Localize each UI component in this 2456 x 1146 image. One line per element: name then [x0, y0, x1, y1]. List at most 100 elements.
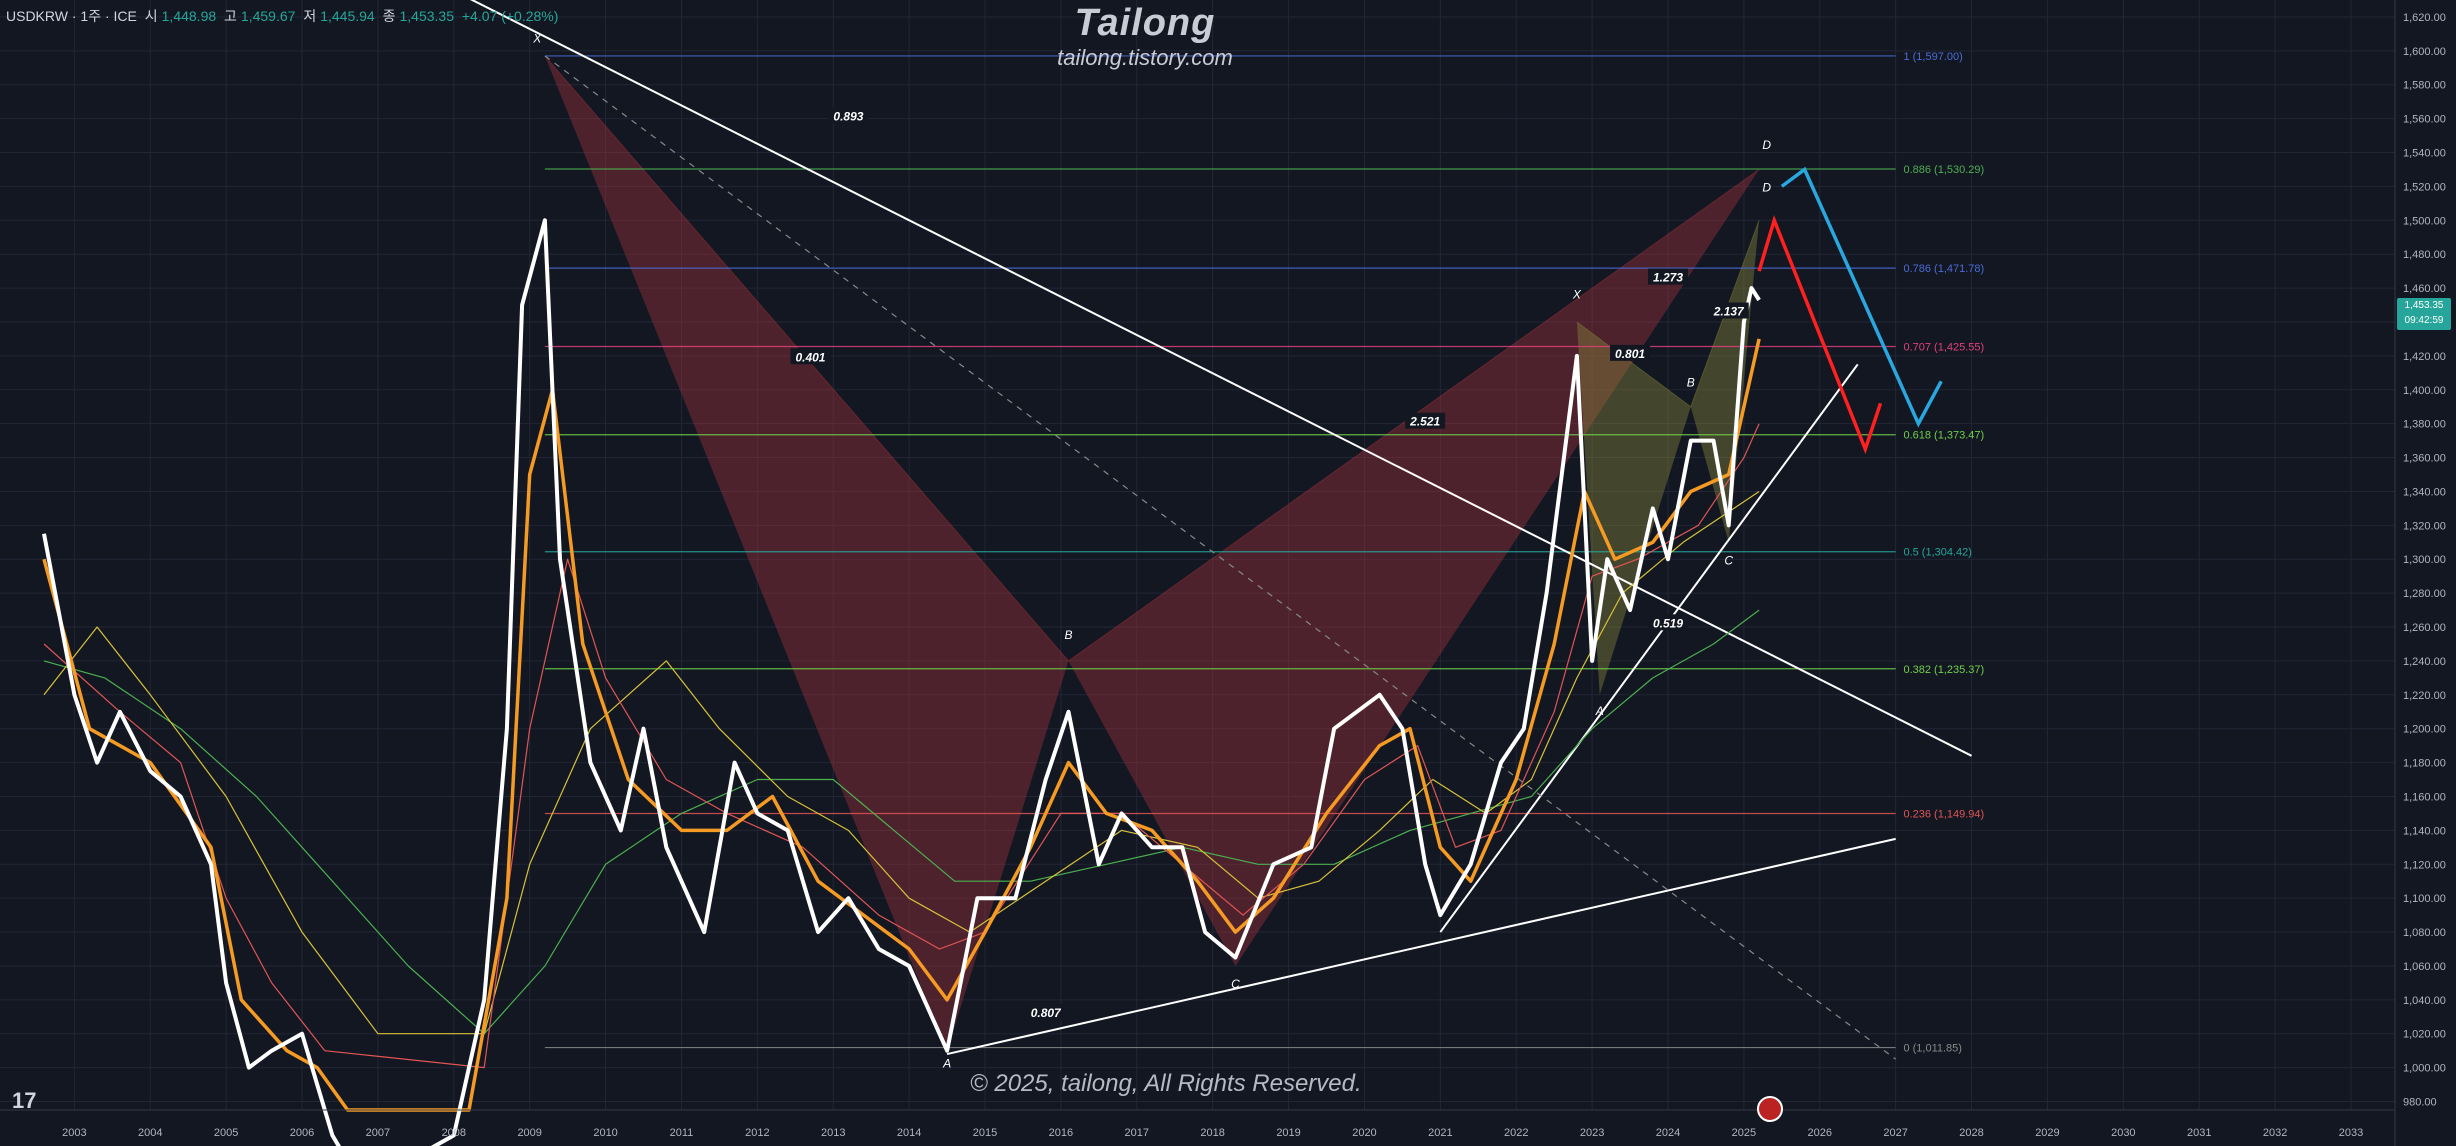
pattern-point-label: C [1724, 553, 1733, 567]
ratio-label: 0.519 [1653, 616, 1683, 630]
y-tick-label: 1,100.00 [2403, 893, 2446, 905]
y-tick-label: 1,060.00 [2403, 961, 2446, 973]
x-tick-label: 2008 [442, 1127, 466, 1139]
y-tick-label: 1,420.00 [2403, 351, 2446, 363]
y-tick-label: 1,480.00 [2403, 249, 2446, 261]
y-tick-label: 1,180.00 [2403, 758, 2446, 770]
brand-url: tailong.tistory.com [1057, 45, 1233, 70]
fib-label-0.707: 0.707 (1,425.55) [1903, 341, 1984, 353]
harmonic-bcd-small [1690, 220, 1760, 543]
open-value: 1,448.98 [161, 8, 217, 24]
pattern-point-label: C [1231, 977, 1240, 991]
ratio-label: 0.801 [1615, 347, 1645, 361]
ratio-label-bg [828, 107, 869, 124]
y-tick-label: 1,080.00 [2403, 927, 2446, 939]
trendline-0 [470, 0, 1972, 757]
y-tick-label: 1,220.00 [2403, 690, 2446, 702]
y-tick-label: 1,000.00 [2403, 1063, 2446, 1075]
x-tick-label: 2009 [517, 1127, 541, 1139]
y-tick-label: 1,040.00 [2403, 995, 2446, 1007]
y-tick-label: 1,240.00 [2403, 656, 2446, 668]
ratio-label-bg [1025, 1004, 1066, 1021]
ratio-label: 1.273 [1653, 271, 1683, 285]
symbol-label[interactable]: USDKRW · 1주 · ICE [6, 8, 137, 24]
y-tick-label: 1,620.00 [2403, 12, 2446, 24]
fib-label-1: 1 (1,597.00) [1903, 51, 1962, 63]
ratio-label-bg [1610, 344, 1651, 361]
y-tick-label: 1,260.00 [2403, 622, 2446, 634]
x-tick-label: 2014 [897, 1127, 921, 1139]
ratio-label: 0.893 [833, 110, 863, 124]
pattern-point-label: X [1572, 287, 1582, 301]
fib-label-0.618: 0.618 (1,373.47) [1903, 430, 1984, 442]
ratio-label: 0.401 [795, 350, 825, 364]
x-tick-label: 2024 [1656, 1127, 1680, 1139]
x-tick-label: 2025 [1732, 1127, 1756, 1139]
x-tick-label: 2028 [1959, 1127, 1983, 1139]
y-tick-label: 1,200.00 [2403, 724, 2446, 736]
pattern-point-label: D [1762, 180, 1771, 194]
x-tick-label: 2015 [973, 1127, 997, 1139]
x-tick-label: 2012 [745, 1127, 769, 1139]
y-tick-label: 1,360.00 [2403, 453, 2446, 465]
tradingview-logo[interactable]: 17 [12, 1088, 37, 1113]
y-tick-label: 1,280.00 [2403, 588, 2446, 600]
x-tick-label: 2027 [1883, 1127, 1907, 1139]
y-tick-label: 1,320.00 [2403, 520, 2446, 532]
x-tick-label: 2029 [2035, 1127, 2059, 1139]
y-tick-label: 1,520.00 [2403, 181, 2446, 193]
high-label: 고 [224, 8, 237, 24]
y-tick-label: 1,580.00 [2403, 80, 2446, 92]
ratio-label-bg [1405, 412, 1446, 429]
last-price-tag: 1,453.35 09:42:59 [2397, 298, 2451, 330]
harmonic-xab-large [544, 55, 1069, 1051]
ratio-label-bg [790, 348, 831, 365]
trendline-3 [544, 55, 1897, 1060]
trendline-1 [946, 837, 1896, 1056]
x-tick-label: 2032 [2263, 1127, 2287, 1139]
y-tick-label: 1,500.00 [2403, 215, 2446, 227]
x-tick-label: 2003 [62, 1127, 86, 1139]
ratio-label: 0.807 [1031, 1006, 1062, 1020]
ratio-label-bg [1648, 614, 1689, 631]
forecast-arrow-0 [1757, 214, 1883, 455]
y-tick-label: 1,160.00 [2403, 791, 2446, 803]
last-price-value: 1,453.35 [2404, 300, 2444, 311]
y-tick-label: 1,560.00 [2403, 114, 2446, 126]
x-tick-label: 2004 [138, 1127, 162, 1139]
fib-label-0.236: 0.236 (1,149.94) [1903, 809, 1984, 821]
harmonic-xab-small [1576, 321, 1691, 695]
y-tick-label: 1,020.00 [2403, 1029, 2446, 1041]
fib-label-0.786: 0.786 (1,471.78) [1903, 263, 1984, 275]
y-tick-label: 1,600.00 [2403, 46, 2446, 58]
x-tick-label: 2019 [1276, 1127, 1300, 1139]
harmonic-xb-small [1576, 321, 1692, 408]
series-ma_green [43, 609, 1760, 1035]
low-value: 1,445.94 [320, 8, 375, 24]
x-tick-label: 2011 [670, 1127, 694, 1139]
x-tick-label: 2006 [290, 1127, 314, 1139]
series-price [42, 218, 1761, 1146]
us-flag-icon[interactable] [1757, 1096, 1783, 1122]
series-ma_orange [42, 338, 1761, 1112]
fib-label-0: 0 (1,011.85) [1903, 1043, 1962, 1055]
x-tick-label: 2007 [366, 1127, 390, 1139]
y-axis-panel [2395, 0, 2456, 1146]
pattern-point-label: D [1762, 138, 1771, 152]
x-tick-label: 2030 [2111, 1127, 2135, 1139]
x-tick-label: 2026 [1808, 1127, 1832, 1139]
x-tick-label: 2031 [2187, 1127, 2211, 1139]
x-tick-label: 2017 [1125, 1127, 1149, 1139]
x-tick-label: 2016 [1049, 1127, 1073, 1139]
low-label: 저 [303, 8, 317, 24]
fib-label-0.886: 0.886 (1,530.29) [1903, 164, 1984, 176]
y-tick-label: 1,460.00 [2403, 283, 2446, 295]
y-tick-label: 1,340.00 [2403, 486, 2446, 498]
pattern-point-label: B [1687, 375, 1695, 389]
y-tick-label: 1,540.00 [2403, 148, 2446, 160]
y-tick-label: 1,380.00 [2403, 419, 2446, 431]
